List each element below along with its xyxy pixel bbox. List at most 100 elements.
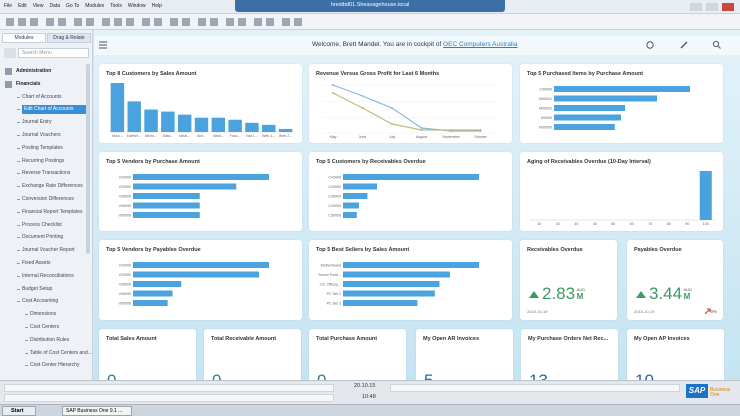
tree-item[interactable]: Recurring Postings [22, 157, 65, 164]
menu-item[interactable]: Tools [110, 3, 122, 9]
tab-drag-relate[interactable]: Drag & Relate [47, 33, 91, 43]
menu-item[interactable]: View [32, 3, 44, 9]
tile[interactable]: Top 5 Purchased Items by Purchase Amount… [520, 64, 723, 143]
tile[interactable]: Aging of Receivables Overdue (10-Day Int… [520, 152, 723, 231]
menu: File Edit View Data Go To Modules Tools Window H… [4, 3, 162, 12]
tool-icon[interactable] [266, 18, 274, 26]
tree-item[interactable]: Exchange Rate Differences [22, 183, 83, 190]
tool-icon[interactable] [154, 18, 162, 26]
tile[interactable]: Top 5 Customers by Receivables Overdue C4… [309, 152, 512, 231]
tree-dash [17, 122, 20, 124]
tree-item[interactable]: Journal Voucher Report [22, 247, 75, 254]
tile[interactable]: Revenue Versus Gross Profit for Last 6 M… [309, 64, 512, 143]
menu-item[interactable]: Window [127, 3, 146, 9]
tree-item[interactable]: Distribution Rules [30, 336, 70, 343]
maximize[interactable] [706, 3, 718, 11]
tree-item[interactable]: Internal Reconciliations [22, 272, 74, 279]
tool-icon[interactable] [182, 18, 190, 26]
tile[interactable]: Top 8 Customers by Sales Amount Maxi... Ea… [99, 64, 302, 143]
tree-item[interactable]: Table of Cost Centers and... [30, 349, 92, 356]
tree-item[interactable]: Process Checklist [22, 221, 62, 228]
tab-modules[interactable]: Modules [2, 33, 46, 43]
tool-icon[interactable] [226, 18, 234, 26]
tool-icon[interactable] [294, 18, 302, 26]
kpi-unit: AUD [577, 287, 586, 292]
tree-item[interactable]: Document Printing [22, 234, 64, 241]
bar [133, 193, 200, 199]
tree-item[interactable]: Cost Centers [30, 324, 60, 330]
menu-item[interactable]: File [4, 3, 13, 9]
kpi-value: 2.83 [542, 284, 575, 303]
trend-icon [636, 291, 646, 298]
counter-title: Total Receivable Amount [211, 336, 276, 342]
window-controls[interactable] [690, 3, 736, 11]
task-item[interactable]: SAP Business One 9.1 ... [62, 406, 132, 416]
kpi-unit: AUD [684, 287, 693, 292]
tree-icon [5, 80, 12, 88]
tool-icon[interactable] [58, 18, 66, 26]
tree-dash [17, 135, 20, 136]
bar [245, 122, 259, 132]
menu-item[interactable]: Data [49, 3, 60, 9]
line [332, 92, 481, 131]
tool-icon[interactable] [30, 18, 38, 26]
toolbar-icons [6, 18, 302, 26]
tree-item[interactable]: Administration [16, 68, 52, 74]
tool-icon[interactable] [18, 18, 26, 26]
tile[interactable]: Payables Overdue 3.44 AUD M 2015-10-19 0% [627, 240, 723, 320]
tile[interactable]: Top 5 Best Sellers by Sales Amount Mother… [309, 240, 512, 320]
tree-item[interactable]: Edit Chart of Accounts [22, 105, 86, 115]
search-icon[interactable] [712, 40, 720, 48]
y-tick-label: J.B. Officep... [319, 282, 341, 286]
tool-icon[interactable] [198, 18, 206, 26]
menu-item[interactable]: Help [151, 3, 162, 9]
tile[interactable]: Top 5 Vendors by Purchase Amount V10000 V2… [99, 152, 302, 231]
menu-item[interactable]: Modules [85, 3, 105, 9]
tree-item[interactable]: Conversion Differences [22, 196, 74, 202]
tile-canvas: Aging of Receivables Overdue (10-Day Int… [527, 159, 715, 226]
company-link[interactable]: OEC Computers Australia [443, 41, 518, 48]
tree-item[interactable]: Chart of Accounts [22, 93, 62, 100]
tool-icon[interactable] [114, 18, 122, 26]
tool-icon[interactable] [282, 18, 290, 26]
tool-icon[interactable] [254, 18, 262, 26]
tree-item[interactable]: Financial Report Templates [22, 208, 83, 215]
tree-item[interactable]: Financials [16, 80, 41, 87]
tree-item[interactable]: Budget Setup [22, 285, 53, 292]
start-button[interactable]: Start [2, 406, 36, 416]
tool-icon[interactable] [210, 18, 218, 26]
tree-item[interactable]: Journal Entry [22, 119, 52, 126]
tile[interactable]: Top 5 Vendors by Payables Overdue V10000 V… [99, 240, 302, 320]
tree-item[interactable]: Cost Center Hierarchy [30, 362, 80, 369]
tree-item[interactable]: Reverse Transactions [22, 170, 71, 177]
scrollbar[interactable] [86, 64, 90, 254]
tool-icon[interactable] [6, 18, 14, 26]
tool-icon[interactable] [102, 18, 110, 26]
refresh-icon[interactable] [646, 41, 654, 49]
search-box[interactable]: Search Menu [18, 48, 89, 58]
minimize[interactable] [690, 3, 702, 11]
tool-icon[interactable] [126, 18, 134, 26]
tree-item[interactable]: Dimensions [30, 311, 57, 318]
tree-item[interactable]: Cost Accounting [22, 298, 59, 305]
tool-icon[interactable] [170, 18, 178, 26]
edit-icon[interactable] [680, 41, 688, 49]
menu-item[interactable]: Edit [18, 3, 27, 9]
y-tick-label: I00004 [541, 116, 552, 120]
tree-item[interactable]: Posting Templates [22, 144, 63, 151]
tree-item[interactable]: Fixed Assets [22, 260, 51, 266]
bar [343, 174, 480, 180]
point [332, 92, 334, 94]
search-icon[interactable] [4, 48, 16, 58]
tool-icon[interactable] [74, 18, 82, 26]
tree-item[interactable]: Journal Vouchers [22, 132, 61, 138]
tool-icon[interactable] [238, 18, 246, 26]
tool-icon[interactable] [46, 18, 54, 26]
tool-icon[interactable] [86, 18, 94, 26]
menu-item[interactable]: Go To [66, 3, 80, 9]
x-tick-label: 60 [630, 222, 634, 226]
bar [554, 124, 615, 130]
tile[interactable]: Receivables Overdue 2.83 AUD M 2015-10-19 [520, 240, 617, 320]
close[interactable] [722, 3, 734, 11]
tool-icon[interactable] [142, 18, 150, 26]
